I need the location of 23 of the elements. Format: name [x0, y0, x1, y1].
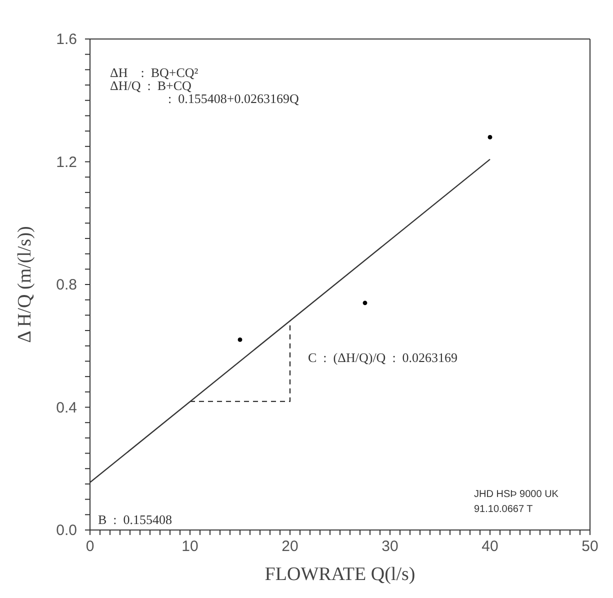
point: [238, 338, 242, 342]
y-axis-title: Δ H/Q (m/(l/s)): [14, 226, 36, 343]
annotation: JHD HSÞ 9000 UK: [474, 489, 558, 500]
y-tick-label: 0.4: [56, 399, 77, 416]
annotation: C : (ΔH/Q)/Q : 0.0263169: [308, 350, 458, 365]
x-tick-label: 40: [482, 538, 498, 555]
x-tick-label: 30: [382, 538, 398, 555]
annotation: ΔH/Q : B+CQ: [110, 78, 192, 93]
annotation: ΔH : BQ+CQ²: [110, 65, 198, 80]
x-tick-label: 10: [182, 538, 198, 555]
point: [488, 135, 492, 140]
y-tick-label: 1.2: [56, 154, 77, 171]
y-tick-label: 0.0: [56, 522, 77, 539]
x-tick-label: 50: [582, 538, 598, 555]
y-tick-label: 0.8: [56, 276, 77, 294]
x-tick-label: 0: [86, 538, 94, 555]
y-tick-label: 1.6: [56, 31, 77, 48]
annotation: : 0.155408+0.0263169Q: [168, 91, 299, 106]
annotation: 91.10.0667 T: [474, 504, 533, 515]
x-axis-title: FLOWRATE Q(l/s): [264, 564, 416, 585]
point: [362, 300, 368, 306]
x-tick-label: 20: [282, 538, 298, 555]
annotation: B : 0.155408: [98, 512, 172, 527]
